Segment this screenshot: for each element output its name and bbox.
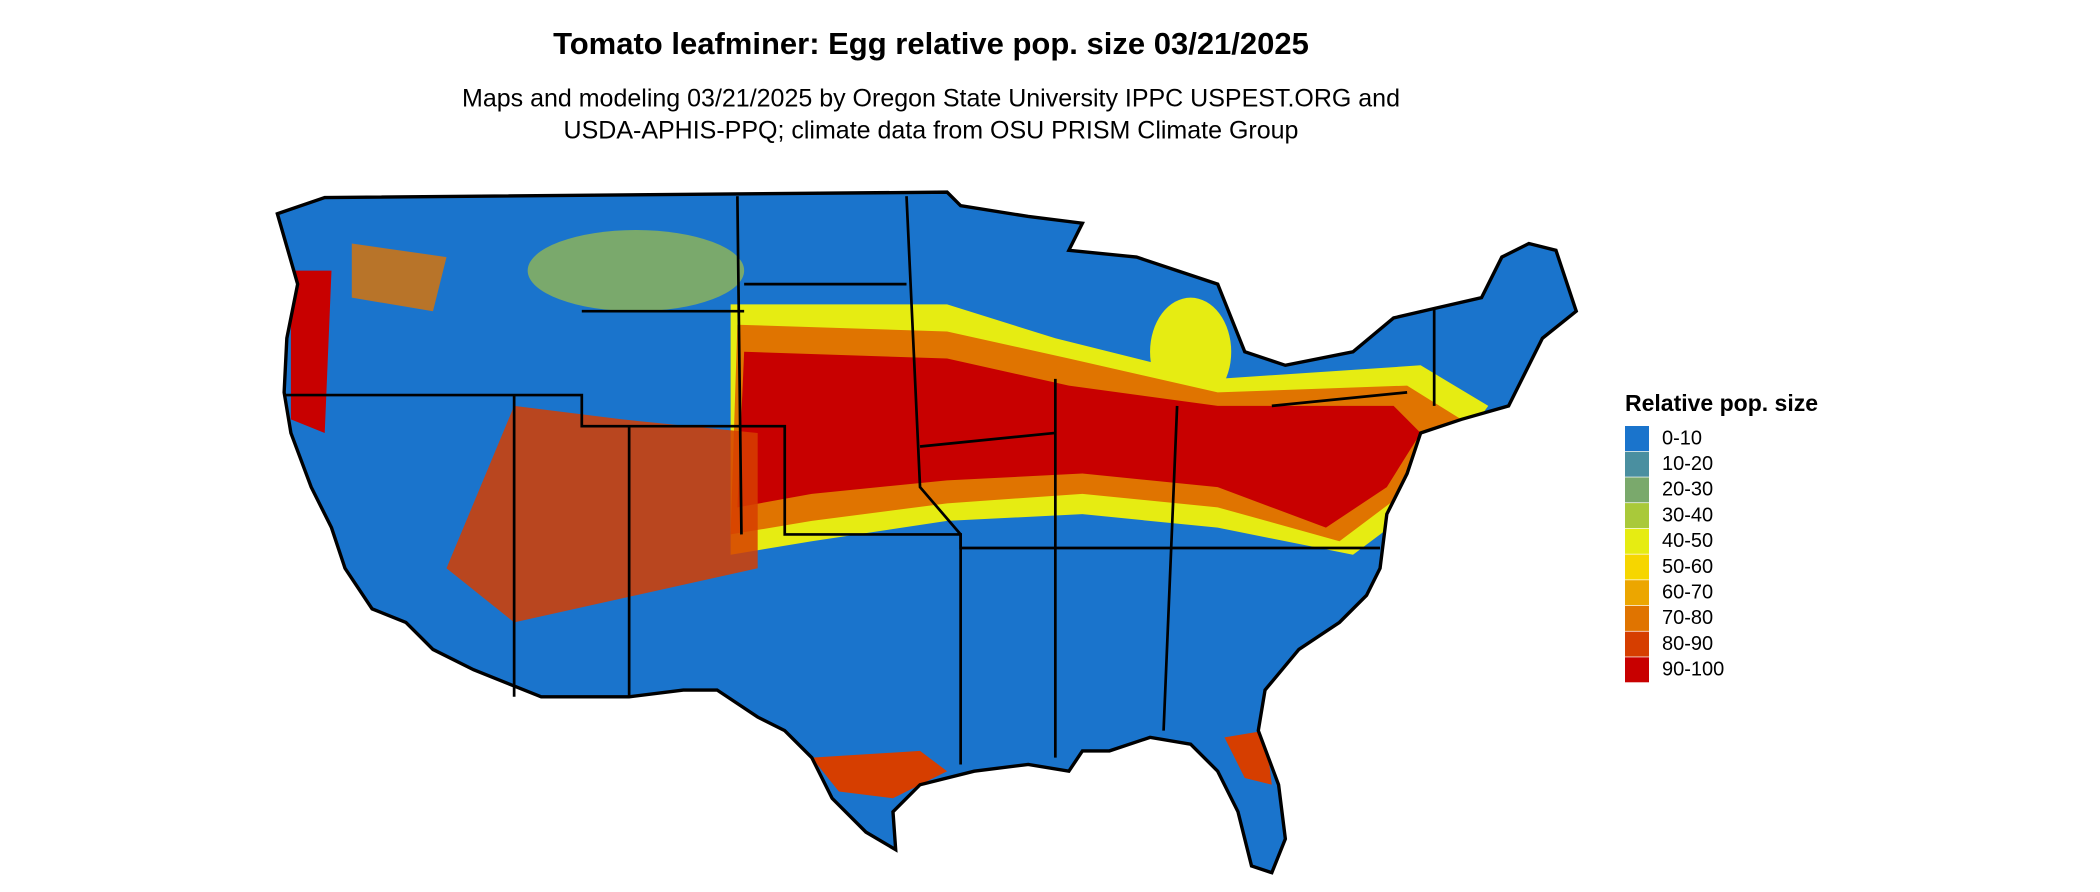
us-map — [275, 190, 1578, 875]
legend-swatch — [1625, 657, 1649, 683]
legend-label: 30-40 — [1662, 504, 1713, 526]
legend-swatch — [1625, 605, 1649, 631]
legend-label: 0-10 — [1662, 427, 1702, 449]
map-title: Tomato leafminer: Egg relative pop. size… — [553, 26, 1309, 61]
legend-label: 90-100 — [1662, 659, 1724, 681]
legend-swatch — [1625, 451, 1649, 477]
legend-label: 50-60 — [1662, 556, 1713, 578]
legend-swatch — [1625, 426, 1649, 451]
legend-swatch — [1625, 554, 1649, 580]
legend-label: 70-80 — [1662, 607, 1713, 629]
legend-label: 40-50 — [1662, 530, 1713, 552]
legend-swatch — [1625, 528, 1649, 554]
legend-swatch — [1625, 477, 1649, 503]
legend-label: 80-90 — [1662, 633, 1713, 655]
legend-swatch — [1625, 580, 1649, 606]
legend-swatch — [1625, 631, 1649, 657]
state-borders — [284, 196, 1436, 765]
map-subtitle: Maps and modeling 03/21/2025 by Oregon S… — [462, 85, 1400, 113]
legend-swatch — [1625, 503, 1649, 529]
legend-label: 20-30 — [1662, 479, 1713, 501]
legend-label: 10-20 — [1662, 453, 1713, 475]
map-subtitle: USDA-APHIS-PPQ; climate data from OSU PR… — [564, 117, 1299, 145]
legend-title: Relative pop. size — [1625, 390, 1818, 416]
legend-label: 60-70 — [1662, 581, 1713, 603]
